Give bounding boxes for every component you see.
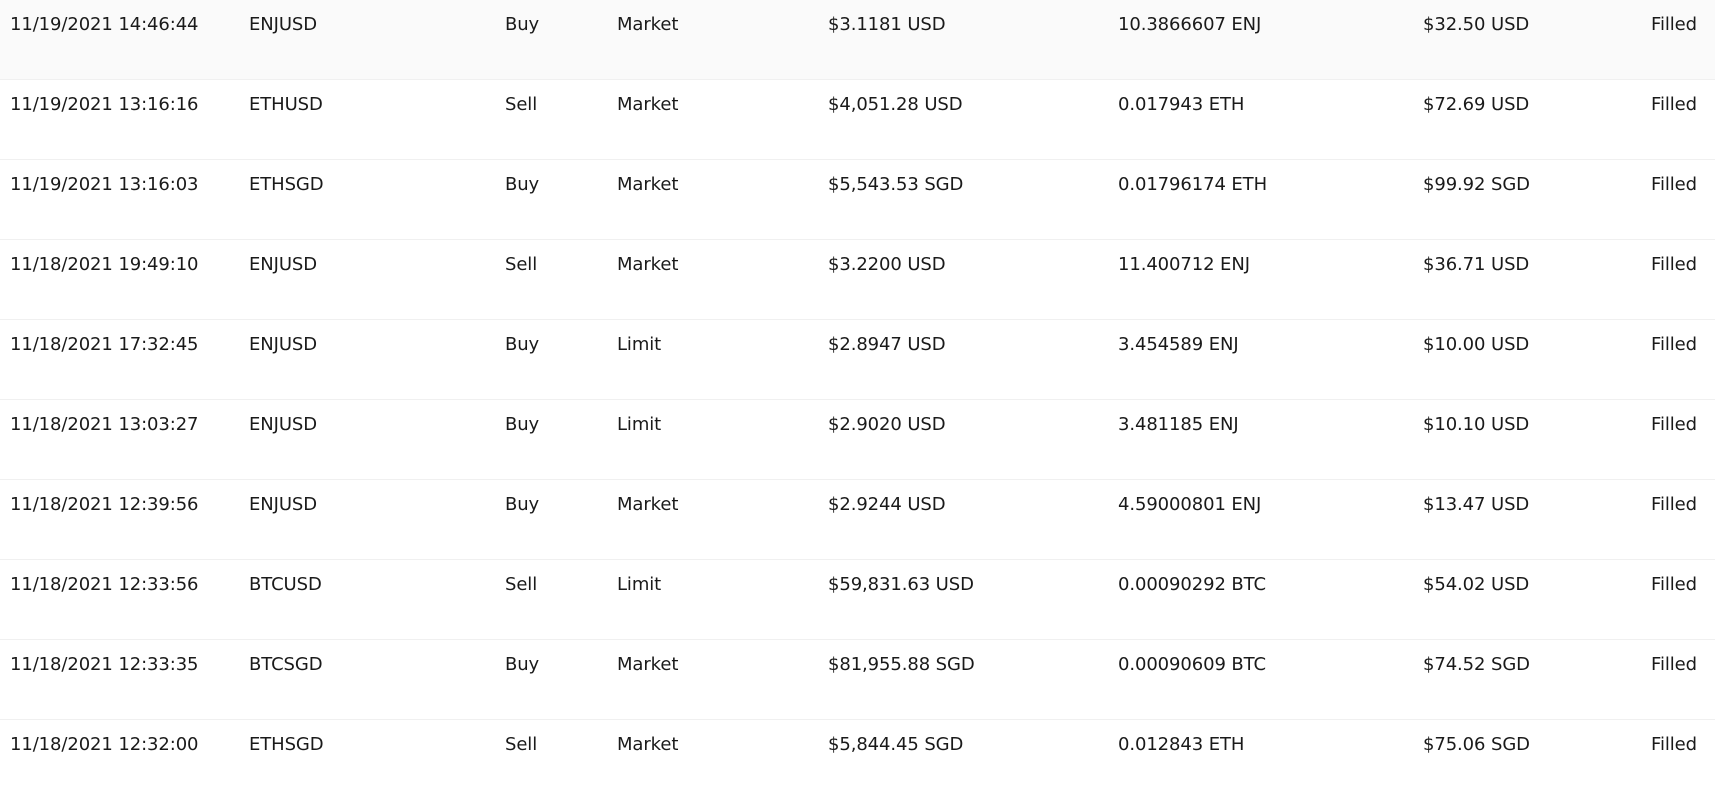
order-status: Filled [1651,254,1697,275]
order-amount: 0.00090609 BTC [1118,654,1266,675]
order-pair: ENJUSD [249,334,318,355]
order-side: Sell [505,734,538,755]
order-pair: ETHSGD [249,174,324,195]
order-side: Buy [505,334,540,355]
order-row[interactable]: 11/18/2021 12:39:56 ENJUSD Buy Market $2… [0,480,1715,560]
order-amount: 10.3866607 ENJ [1118,14,1262,35]
order-date: 11/18/2021 12:32:00 [10,734,199,755]
order-history-table: 11/19/2021 14:46:44 ENJUSD Buy Market $3… [0,0,1715,755]
order-row[interactable]: 11/18/2021 12:33:56 BTCUSD Sell Limit $5… [0,560,1715,640]
order-amount: 3.481185 ENJ [1118,414,1239,435]
order-status: Filled [1651,414,1697,435]
order-row[interactable]: 11/18/2021 12:32:00 ETHSGD Sell Market $… [0,720,1715,799]
order-row[interactable]: 11/19/2021 13:16:16 ETHUSD Sell Market $… [0,80,1715,160]
order-row[interactable]: 11/18/2021 17:32:45 ENJUSD Buy Limit $2.… [0,320,1715,400]
order-amount: 0.012843 ETH [1118,734,1245,755]
order-amount: 11.400712 ENJ [1118,254,1250,275]
order-date: 11/18/2021 13:03:27 [10,414,199,435]
order-status: Filled [1651,174,1697,195]
order-price: $81,955.88 SGD [828,654,975,675]
order-side: Sell [505,254,538,275]
order-total: $72.69 USD [1423,94,1530,115]
order-side: Buy [505,654,540,675]
order-price: $5,543.53 SGD [828,174,964,195]
order-price: $2.8947 USD [828,334,946,355]
order-pair: BTCUSD [249,574,322,595]
order-type: Limit [617,574,662,595]
order-price: $2.9020 USD [828,414,946,435]
order-status: Filled [1651,654,1697,675]
order-pair: ETHUSD [249,94,323,115]
order-side: Buy [505,494,540,515]
order-price: $2.9244 USD [828,494,946,515]
order-row[interactable]: 11/18/2021 13:03:27 ENJUSD Buy Limit $2.… [0,400,1715,480]
order-row[interactable]: 11/19/2021 14:46:44 ENJUSD Buy Market $3… [0,0,1715,80]
order-type: Market [617,654,679,675]
order-date: 11/18/2021 19:49:10 [10,254,199,275]
order-date: 11/18/2021 12:39:56 [10,494,199,515]
order-pair: ENJUSD [249,14,318,35]
order-price: $5,844.45 SGD [828,734,964,755]
order-price: $4,051.28 USD [828,94,963,115]
order-amount: 0.00090292 BTC [1118,574,1266,595]
order-date: 11/18/2021 12:33:56 [10,574,199,595]
order-date: 11/18/2021 12:33:35 [10,654,199,675]
order-row[interactable]: 11/18/2021 12:33:35 BTCSGD Buy Market $8… [0,640,1715,720]
order-price: $59,831.63 USD [828,574,974,595]
order-total: $32.50 USD [1423,14,1530,35]
order-amount: 3.454589 ENJ [1118,334,1239,355]
order-side: Sell [505,94,538,115]
order-amount: 0.017943 ETH [1118,94,1245,115]
order-type: Market [617,734,679,755]
order-type: Limit [617,334,662,355]
order-price: $3.1181 USD [828,14,946,35]
order-status: Filled [1651,14,1697,35]
order-total: $99.92 SGD [1423,174,1530,195]
order-row[interactable]: 11/19/2021 13:16:03 ETHSGD Buy Market $5… [0,160,1715,240]
order-total: $75.06 SGD [1423,734,1530,755]
order-side: Buy [505,174,540,195]
order-pair: BTCSGD [249,654,323,675]
order-amount: 4.59000801 ENJ [1118,494,1262,515]
order-type: Market [617,254,679,275]
order-total: $13.47 USD [1423,494,1530,515]
order-date: 11/19/2021 14:46:44 [10,14,199,35]
order-type: Market [617,174,679,195]
order-date: 11/19/2021 13:16:16 [10,94,199,115]
order-status: Filled [1651,494,1697,515]
order-type: Market [617,94,679,115]
order-price: $3.2200 USD [828,254,946,275]
order-total: $36.71 USD [1423,254,1530,275]
order-row[interactable]: 11/18/2021 19:49:10 ENJUSD Sell Market $… [0,240,1715,320]
order-status: Filled [1651,574,1697,595]
order-side: Buy [505,14,540,35]
order-date: 11/19/2021 13:16:03 [10,174,199,195]
order-type: Market [617,14,679,35]
order-pair: ENJUSD [249,254,318,275]
order-total: $74.52 SGD [1423,654,1530,675]
order-total: $54.02 USD [1423,574,1530,595]
order-total: $10.00 USD [1423,334,1530,355]
order-total: $10.10 USD [1423,414,1530,435]
order-type: Market [617,494,679,515]
order-side: Buy [505,414,540,435]
order-pair: ETHSGD [249,734,324,755]
order-pair: ENJUSD [249,494,318,515]
order-type: Limit [617,414,662,435]
order-side: Sell [505,574,538,595]
order-status: Filled [1651,334,1697,355]
order-pair: ENJUSD [249,414,318,435]
order-status: Filled [1651,734,1697,755]
order-status: Filled [1651,94,1697,115]
order-amount: 0.01796174 ETH [1118,174,1268,195]
order-date: 11/18/2021 17:32:45 [10,334,199,355]
